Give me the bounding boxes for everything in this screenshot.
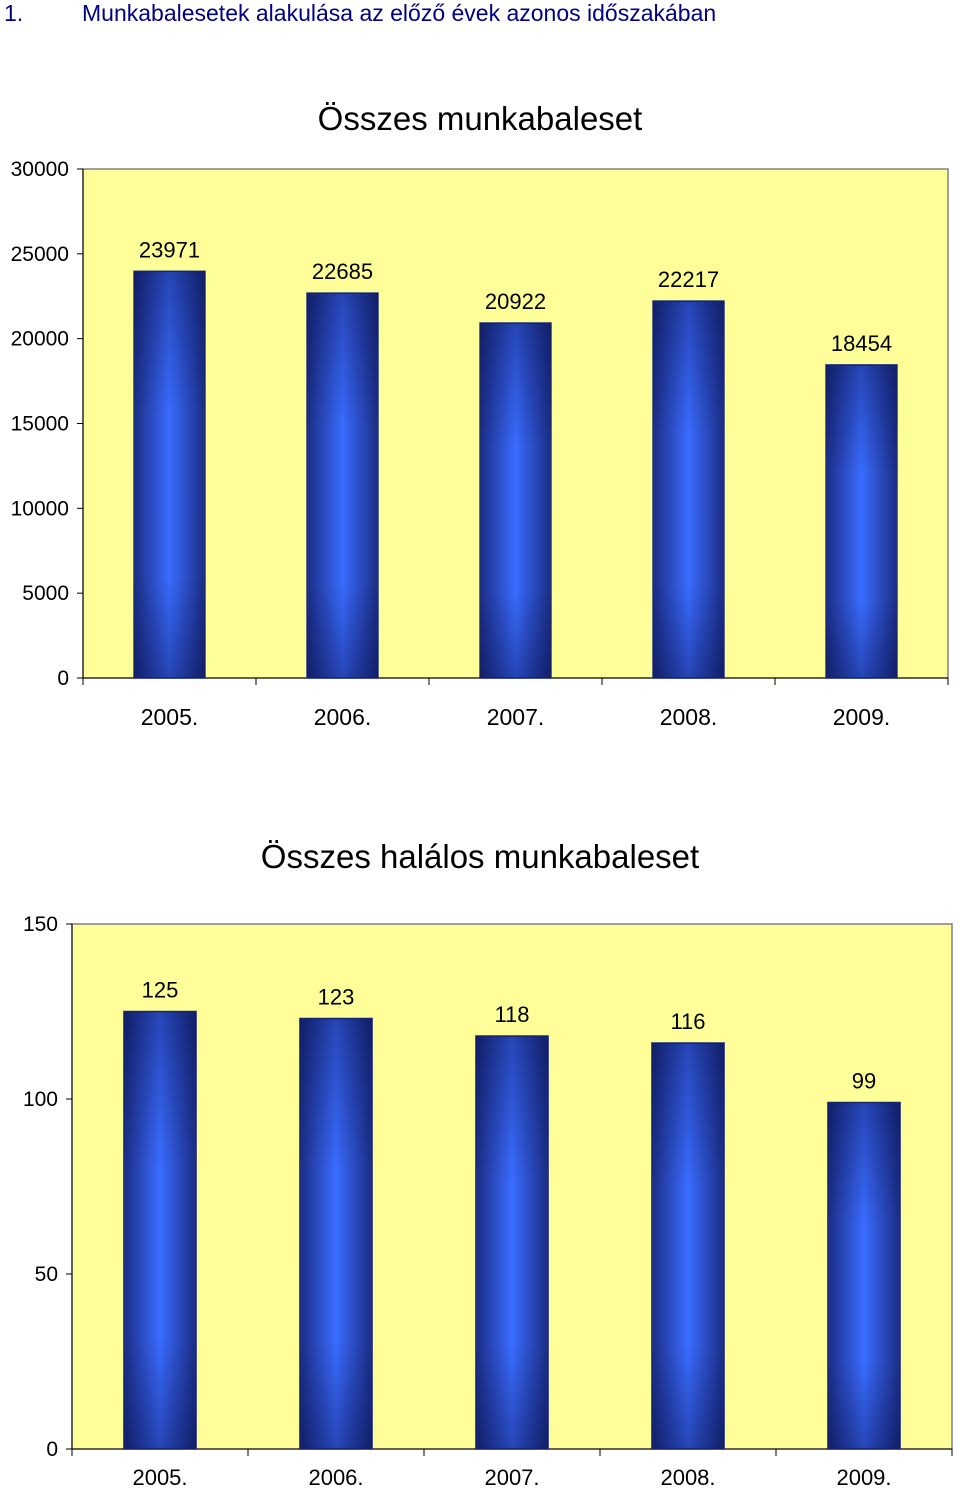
x-tick-label: 2009.: [833, 704, 891, 730]
section-heading: 1. Munkabalesetek alakulása az előző éve…: [4, 0, 717, 27]
section-title: Munkabalesetek alakulása az előző évek a…: [82, 0, 717, 26]
data-label: 23971: [139, 237, 200, 262]
chart-2-title: Összes halálos munkabaleset: [260, 838, 700, 875]
data-label: 99: [852, 1069, 876, 1094]
data-label: 20922: [485, 289, 546, 314]
data-label: 125: [142, 978, 179, 1003]
bar-shade: [123, 1011, 197, 1449]
x-tick-label: 2006.: [314, 704, 372, 730]
y-tick-label: 25000: [11, 243, 69, 266]
x-tick-label: 2007.: [487, 704, 545, 730]
bar-shade: [307, 293, 378, 678]
bar-shade: [653, 301, 724, 678]
section-number: 1.: [4, 0, 24, 26]
x-tick-label: 2008.: [660, 704, 718, 730]
y-tick-label: 100: [23, 1088, 58, 1111]
x-tick-label: 2009.: [836, 1465, 891, 1489]
x-tick-label: 2007.: [484, 1465, 539, 1489]
bar-shade: [827, 1102, 901, 1449]
x-tick-label: 2006.: [308, 1465, 363, 1489]
bar-shade: [651, 1043, 725, 1449]
y-tick-label: 0: [57, 667, 69, 690]
y-tick-label: 30000: [11, 158, 69, 181]
y-tick-label: 5000: [22, 582, 69, 605]
bar-shade: [299, 1018, 373, 1449]
bar-shade: [826, 364, 897, 678]
bar-shade: [475, 1036, 549, 1449]
y-tick-label: 150: [23, 913, 58, 936]
y-tick-label: 15000: [11, 413, 69, 436]
data-label: 18454: [831, 331, 892, 356]
data-label: 22685: [312, 259, 373, 284]
chart-1-title: Összes munkabaleset: [317, 100, 643, 137]
x-tick-label: 2005.: [141, 704, 199, 730]
data-label: 118: [494, 1002, 529, 1027]
y-tick-label: 20000: [11, 328, 69, 351]
data-label: 22217: [658, 267, 719, 292]
data-label: 116: [670, 1009, 705, 1034]
bar-shade: [480, 323, 551, 678]
y-tick-label: 10000: [11, 497, 69, 520]
data-label: 123: [318, 985, 355, 1010]
x-tick-label: 2005.: [132, 1465, 187, 1489]
y-tick-label: 50: [35, 1263, 58, 1286]
y-tick-label: 0: [46, 1438, 58, 1461]
bar-shade: [134, 271, 205, 678]
chart-1-total-accidents: 0 5000 10000 15000 20000 25000 30000 23971 2005.…: [11, 158, 949, 730]
x-tick-label: 2008.: [660, 1465, 715, 1489]
